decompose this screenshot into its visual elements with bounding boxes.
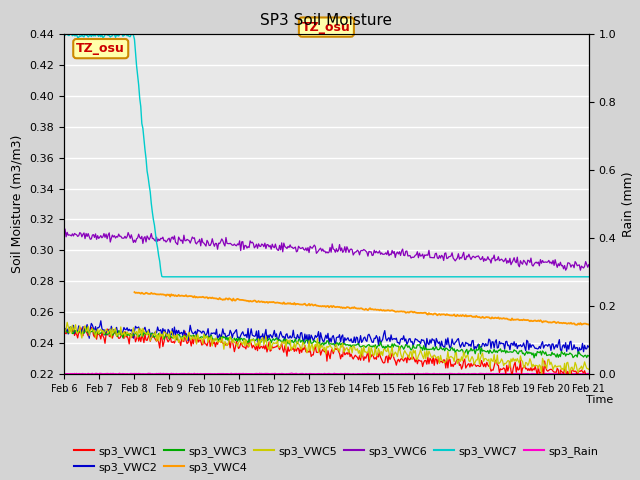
sp3_VWC2 xyxy=(575,351,582,357)
Legend: sp3_VWC1, sp3_VWC2, sp3_VWC3, sp3_VWC4, sp3_VWC5, sp3_VWC6, sp3_VWC7, sp3_Rain: sp3_VWC1, sp3_VWC2, sp3_VWC3, sp3_VWC4, … xyxy=(70,441,603,478)
sp3_VWC2 xyxy=(97,318,105,324)
sp3_VWC5 xyxy=(575,370,582,375)
sp3_Rain xyxy=(83,371,90,377)
Line: sp3_VWC3: sp3_VWC3 xyxy=(64,327,589,358)
sp3_VWC7 xyxy=(315,274,323,280)
Line: sp3_VWC7: sp3_VWC7 xyxy=(64,33,589,277)
sp3_VWC2 xyxy=(573,345,581,350)
sp3_VWC3 xyxy=(314,339,321,345)
sp3_VWC3 xyxy=(67,324,74,330)
sp3_VWC6 xyxy=(577,267,584,273)
sp3_Rain xyxy=(287,370,295,376)
sp3_VWC5 xyxy=(345,349,353,355)
sp3_VWC7 xyxy=(346,274,354,280)
sp3_VWC2 xyxy=(310,336,318,342)
sp3_VWC6 xyxy=(310,242,318,248)
sp3_VWC7 xyxy=(492,274,500,280)
sp3_VWC7 xyxy=(93,30,100,36)
sp3_VWC5 xyxy=(492,360,499,366)
sp3_VWC3 xyxy=(585,353,593,359)
sp3_VWC2 xyxy=(374,335,381,341)
Line: sp3_Rain: sp3_Rain xyxy=(64,373,589,374)
sp3_VWC6 xyxy=(492,258,499,264)
Text: TZ_osu: TZ_osu xyxy=(76,42,125,55)
sp3_VWC4 xyxy=(372,307,380,313)
sp3_Rain xyxy=(60,371,68,376)
sp3_VWC3 xyxy=(345,343,353,348)
Text: TZ_osu: TZ_osu xyxy=(302,21,351,34)
sp3_VWC1 xyxy=(374,351,381,357)
sp3_VWC4 xyxy=(572,322,580,328)
sp3_VWC2 xyxy=(314,333,321,339)
sp3_VWC5 xyxy=(314,336,321,341)
sp3_VWC7 xyxy=(374,274,382,280)
sp3_VWC7 xyxy=(60,32,68,37)
sp3_VWC6 xyxy=(374,250,381,256)
sp3_VWC6 xyxy=(60,228,68,234)
sp3_VWC5 xyxy=(63,320,71,325)
sp3_VWC6 xyxy=(573,263,581,269)
Y-axis label: Soil Moisture (m3/m3): Soil Moisture (m3/m3) xyxy=(11,135,24,273)
sp3_VWC1 xyxy=(556,378,563,384)
Y-axis label: Rain (mm): Rain (mm) xyxy=(622,171,635,237)
sp3_VWC5 xyxy=(310,344,318,349)
sp3_VWC2 xyxy=(345,337,353,343)
sp3_VWC4 xyxy=(585,322,593,327)
X-axis label: Time: Time xyxy=(586,395,613,405)
sp3_VWC4 xyxy=(309,303,317,309)
sp3_VWC4 xyxy=(312,303,320,309)
sp3_VWC3 xyxy=(575,348,582,354)
sp3_Rain xyxy=(585,371,593,376)
sp3_VWC3 xyxy=(492,349,499,355)
sp3_VWC5 xyxy=(60,331,68,336)
sp3_VWC3 xyxy=(531,355,538,361)
sp3_Rain xyxy=(346,371,354,377)
sp3_VWC6 xyxy=(585,262,593,267)
sp3_VWC5 xyxy=(585,366,593,372)
Line: sp3_VWC5: sp3_VWC5 xyxy=(64,323,589,375)
sp3_VWC5 xyxy=(566,372,573,378)
sp3_VWC5 xyxy=(374,353,381,359)
Line: sp3_VWC6: sp3_VWC6 xyxy=(64,229,589,270)
sp3_VWC2 xyxy=(585,344,593,350)
sp3_VWC7 xyxy=(312,274,319,280)
sp3_Rain xyxy=(492,371,500,376)
sp3_VWC1 xyxy=(345,347,353,352)
sp3_VWC1 xyxy=(575,369,582,375)
sp3_VWC1 xyxy=(314,349,321,355)
sp3_VWC1 xyxy=(310,346,318,352)
sp3_VWC7 xyxy=(585,274,593,280)
sp3_VWC7 xyxy=(575,274,582,280)
sp3_VWC3 xyxy=(374,344,381,349)
sp3_Rain xyxy=(315,371,323,376)
Title: SP3 Soil Moisture: SP3 Soil Moisture xyxy=(260,13,392,28)
sp3_VWC3 xyxy=(310,337,318,343)
sp3_Rain xyxy=(312,371,319,377)
sp3_VWC2 xyxy=(60,327,68,333)
Line: sp3_VWC4: sp3_VWC4 xyxy=(134,292,589,325)
sp3_VWC3 xyxy=(60,327,68,333)
sp3_VWC1 xyxy=(60,326,68,332)
Line: sp3_VWC2: sp3_VWC2 xyxy=(64,321,589,354)
sp3_VWC1 xyxy=(80,324,88,330)
sp3_VWC6 xyxy=(345,250,353,255)
sp3_Rain xyxy=(575,371,582,377)
sp3_VWC4 xyxy=(490,315,498,321)
sp3_Rain xyxy=(374,371,382,377)
sp3_VWC7 xyxy=(159,274,166,280)
sp3_VWC4 xyxy=(344,304,352,310)
sp3_VWC6 xyxy=(61,226,69,232)
sp3_VWC1 xyxy=(585,374,593,380)
sp3_VWC1 xyxy=(492,359,499,364)
sp3_VWC6 xyxy=(314,249,321,255)
sp3_VWC2 xyxy=(492,339,499,345)
Line: sp3_VWC1: sp3_VWC1 xyxy=(64,327,589,381)
